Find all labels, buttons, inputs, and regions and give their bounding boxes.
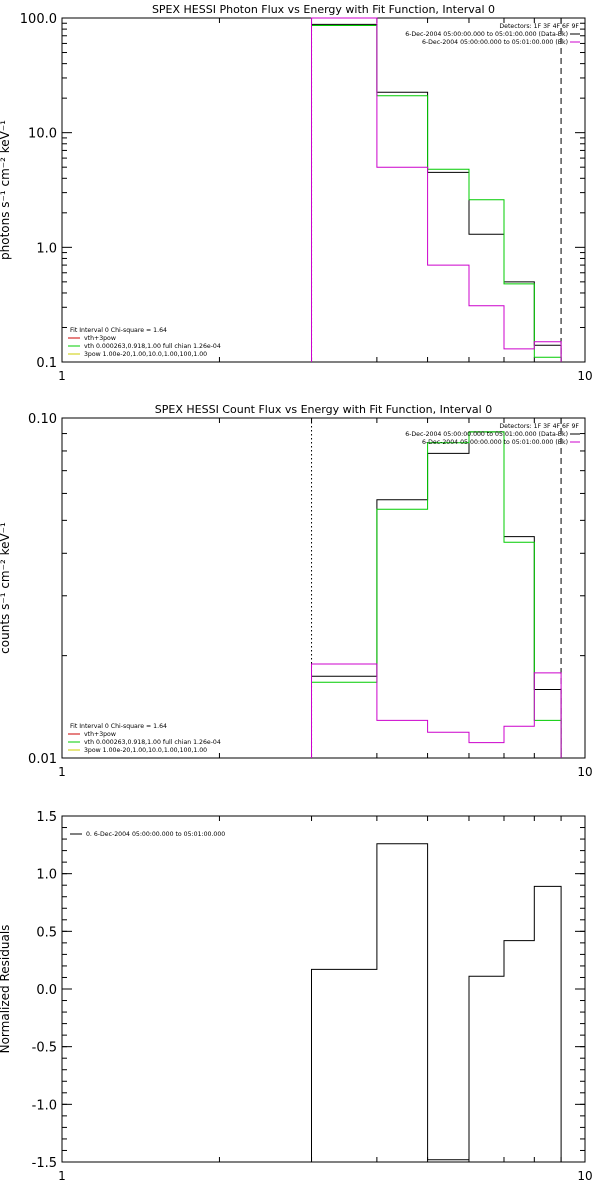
plot-frame (61, 417, 586, 759)
y-axis-label: Normalized Residuals (0, 925, 12, 1054)
y-tick-label: 0.10 (28, 412, 57, 427)
y-tick-label: 100.0 (20, 12, 57, 27)
legend-bottom-entry: 3pow 1.00e-20,1.00,10.0,1.00,100,1.00 (84, 351, 207, 358)
legend-bottom-entry: Fit Interval 0 Chi-square = 1.64 (70, 723, 167, 730)
legend-entry: 0. 6-Dec-2004 05:00:00.000 to 05:01:00.0… (86, 831, 225, 838)
series-line-fit (311, 25, 562, 362)
y-tick-label: -1.5 (32, 1156, 57, 1171)
y-tick-label: 1.5 (36, 810, 57, 825)
count-flux-panel: SPEX HESSI Count Flux vs Energy with Fit… (0, 403, 593, 779)
x-tick-label: 1 (58, 369, 66, 383)
series-line-data-bk (311, 431, 562, 758)
legend-bottom-entry: vth+3pow (84, 335, 116, 342)
y-tick-label: 0.0 (36, 983, 57, 998)
chart-title: SPEX HESSI Count Flux vs Energy with Fit… (155, 403, 492, 416)
photon-flux-panel: SPEX HESSI Photon Flux vs Energy with Fi… (0, 3, 593, 383)
y-tick-label: 0.5 (36, 925, 57, 940)
legend-bottom-entry: vth+3pow (84, 731, 116, 738)
y-tick-label: 0.1 (36, 356, 57, 371)
y-axis-label: photons s⁻¹ cm⁻² keV⁻¹ (0, 120, 12, 260)
legend-top-entry: Detectors: 1F 3F 4F 6F 9F (499, 423, 579, 430)
legend-top-entry: 6-Dec-2004 05:00:00.000 to 05:01:00.000 … (405, 431, 568, 438)
y-axis-label: counts s⁻¹ cm⁻² keV⁻¹ (0, 522, 12, 654)
legend-top-entry: 6-Dec-2004 05:00:00.000 to 05:01:00.000 … (422, 439, 568, 446)
x-tick-label: 10 (577, 765, 592, 779)
x-tick-label: 10 (577, 369, 592, 383)
plot-frame (61, 17, 586, 363)
legend-top-entry: Detectors: 1F 3F 4F 6F 9F (499, 23, 579, 30)
legend-bottom-entry: 3pow 1.00e-20,1.00,10.0,1.00,100,1.00 (84, 747, 207, 754)
residuals-panel: 1 10 1.5 1.0 0.5 0.0 -0.5 -1.0 -1.5 Normalized Re… (0, 810, 593, 1183)
legend-bottom-entry: vth 0.000263,0.918,1.00 full chian 1.26e… (84, 739, 221, 746)
x-tick-label: 1 (58, 765, 66, 779)
x-tick-label: 10 (577, 1169, 592, 1183)
series-line-fit (311, 431, 562, 758)
y-tick-label: 1.0 (36, 868, 57, 883)
legend-bottom-entry: vth 0.000263,0.918,1.00 full chian 1.26e… (84, 343, 221, 350)
series-line-bk (311, 17, 562, 362)
legend-top-entry: 6-Dec-2004 05:00:00.000 to 05:01:00.000 … (422, 39, 568, 46)
y-tick-label: 0.01 (28, 752, 57, 767)
legend-bottom-entry: Fit Interval 0 Chi-square = 1.64 (70, 327, 167, 334)
series-line-data-bk (311, 23, 562, 362)
y-tick-label: -1.0 (32, 1098, 57, 1113)
series-line (311, 843, 562, 1162)
y-tick-label: 10.0 (28, 127, 57, 142)
series-line-bk (311, 663, 562, 758)
legend-top-entry: 6-Dec-2004 05:00:00.000 to 05:01:00.000 … (405, 31, 568, 38)
y-tick-label: 1.0 (36, 241, 57, 256)
plot-frame (61, 815, 586, 1163)
y-tick-label: -0.5 (32, 1041, 57, 1056)
x-tick-label: 1 (58, 1169, 66, 1183)
chart-title: SPEX HESSI Photon Flux vs Energy with Fi… (152, 3, 495, 16)
